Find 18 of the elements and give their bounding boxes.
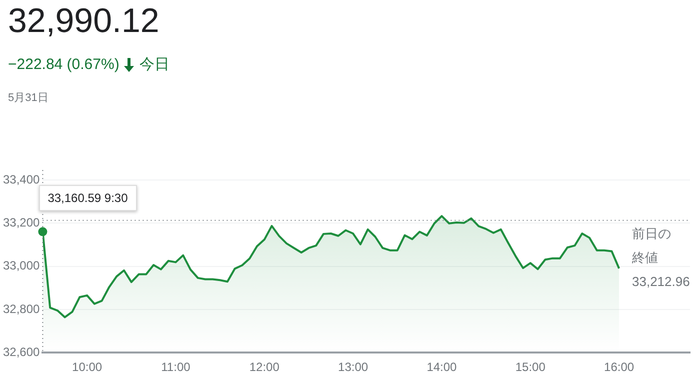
y-tick-label: 32,600: [3, 344, 40, 359]
ref-line-label: 前日の終値 33,212.96: [632, 225, 690, 292]
y-tick-label: 33,400: [3, 172, 40, 186]
x-tick-label: 14:00: [426, 360, 458, 374]
y-tick-label: 32,800: [3, 302, 40, 316]
x-tick-label: 13:00: [338, 360, 368, 374]
y-tick-label: 33,200: [3, 215, 40, 230]
text: 5月31日: [8, 91, 48, 105]
x-tick-label: 16:00: [604, 360, 634, 374]
x-tick-label: 10:00: [72, 360, 102, 374]
x-tick-label: 15:00: [515, 360, 546, 374]
x-tick-label: 11:00: [161, 360, 191, 374]
x-tick-label: 12:00: [249, 360, 280, 374]
annotation: 33,160.59 9:30: [38, 185, 137, 211]
chart-title: 32,990.12: [8, 2, 160, 41]
y-tick-label: 33,000: [3, 258, 40, 273]
text: 今日: [139, 55, 170, 74]
chart-subtitle: −222.84 (0.67%): [8, 56, 120, 73]
